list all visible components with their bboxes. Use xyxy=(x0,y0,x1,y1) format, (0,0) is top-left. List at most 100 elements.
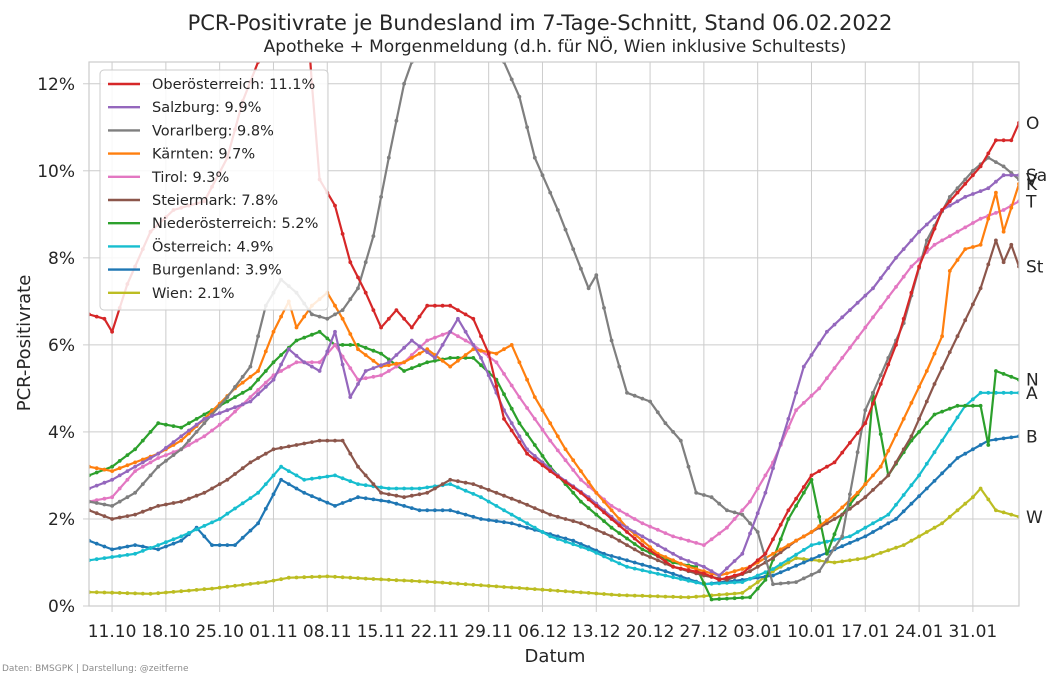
data-point xyxy=(532,525,537,530)
data-point xyxy=(871,315,875,320)
data-point xyxy=(609,338,614,343)
data-point xyxy=(986,186,991,191)
data-point xyxy=(425,508,430,513)
data-point xyxy=(809,393,814,398)
data-point xyxy=(187,496,191,501)
data-point xyxy=(409,366,414,370)
data-point xyxy=(648,570,652,574)
data-point xyxy=(1001,260,1006,265)
data-point xyxy=(717,531,722,536)
data-point xyxy=(532,457,537,462)
data-point xyxy=(671,575,675,580)
data-point xyxy=(817,569,822,574)
data-point xyxy=(425,350,430,354)
data-point xyxy=(671,551,675,556)
data-point xyxy=(947,463,952,468)
data-point xyxy=(325,316,330,321)
data-point xyxy=(817,541,822,546)
data-point xyxy=(579,490,583,495)
data-point xyxy=(494,351,499,356)
data-point xyxy=(471,514,476,519)
data-point xyxy=(924,238,929,243)
data-point xyxy=(609,592,614,597)
data-point xyxy=(548,588,553,593)
data-point xyxy=(233,395,237,399)
data-point xyxy=(579,477,583,482)
data-point xyxy=(609,504,614,508)
data-point xyxy=(479,583,483,588)
data-point xyxy=(571,468,576,472)
data-point xyxy=(509,383,514,388)
data-point xyxy=(694,567,699,571)
data-point xyxy=(310,360,314,365)
data-point xyxy=(164,459,168,463)
data-point xyxy=(302,477,307,482)
data-point xyxy=(187,443,191,447)
data-point xyxy=(917,494,921,498)
data-point xyxy=(840,450,845,455)
data-point xyxy=(740,567,745,571)
data-point xyxy=(110,555,114,559)
data-point xyxy=(517,434,522,439)
end-label-K: K xyxy=(1026,175,1038,195)
data-point xyxy=(433,335,437,340)
data-point xyxy=(525,377,529,382)
data-point xyxy=(924,486,929,491)
data-point xyxy=(909,264,914,269)
data-point xyxy=(271,578,276,583)
data-point xyxy=(448,303,453,308)
data-point xyxy=(755,511,760,516)
data-point xyxy=(494,504,499,508)
data-point xyxy=(909,434,914,439)
data-point xyxy=(801,560,806,565)
data-point xyxy=(340,438,345,443)
data-point xyxy=(1001,372,1006,376)
data-point xyxy=(932,351,937,356)
data-point xyxy=(356,482,360,486)
data-point xyxy=(194,430,199,434)
data-point xyxy=(202,412,207,417)
data-point xyxy=(678,566,683,571)
data-point xyxy=(617,538,622,543)
data-point xyxy=(986,443,991,447)
data-point xyxy=(117,554,122,558)
data-point xyxy=(917,534,921,539)
data-point xyxy=(233,409,237,414)
data-point xyxy=(156,464,161,469)
chart-subtitle: Apotheke + Morgenmeldung (d.h. für NÖ, W… xyxy=(264,35,847,57)
data-point xyxy=(502,585,506,589)
data-point xyxy=(448,508,453,513)
data-point xyxy=(901,447,906,452)
data-point xyxy=(333,312,337,317)
data-point xyxy=(917,385,921,389)
data-point xyxy=(878,305,883,310)
data-point xyxy=(532,395,537,399)
data-point xyxy=(648,538,652,543)
data-point xyxy=(240,583,245,587)
data-point xyxy=(94,466,99,471)
data-point xyxy=(801,364,806,369)
data-point xyxy=(417,579,422,584)
data-point xyxy=(1001,229,1006,234)
data-point xyxy=(832,517,837,521)
data-point xyxy=(263,580,268,584)
data-point xyxy=(940,334,944,339)
data-point xyxy=(909,290,914,295)
data-point xyxy=(148,506,153,511)
data-point xyxy=(379,498,383,503)
data-point xyxy=(210,414,214,418)
data-point xyxy=(502,508,506,513)
data-point xyxy=(778,570,783,575)
data-point xyxy=(932,226,937,231)
data-point xyxy=(786,580,791,585)
end-label-A: A xyxy=(1026,384,1038,404)
data-point xyxy=(971,173,975,178)
data-point xyxy=(871,530,875,534)
data-point xyxy=(871,286,875,291)
data-point xyxy=(602,592,606,596)
data-point xyxy=(794,496,798,501)
data-point xyxy=(563,227,568,232)
data-point xyxy=(978,286,983,291)
data-point xyxy=(617,517,622,521)
data-point xyxy=(825,329,829,334)
